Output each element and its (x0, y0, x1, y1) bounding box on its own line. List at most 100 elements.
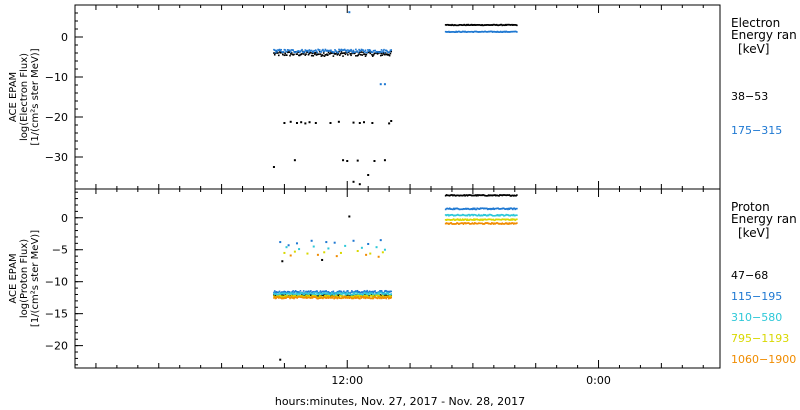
y-tick-label: −10 (45, 276, 68, 289)
data-point (448, 24, 451, 26)
data-point (361, 294, 364, 296)
data-point (389, 290, 392, 293)
data-point (359, 294, 362, 297)
data-point (354, 51, 356, 53)
data-point (376, 50, 379, 53)
data-point (460, 219, 462, 222)
y-axis-title-line: log(Electron Flux) (19, 53, 30, 141)
data-point (479, 31, 482, 33)
data-point (326, 291, 328, 293)
data-point (484, 218, 487, 221)
data-point (314, 294, 316, 297)
data-point (464, 208, 466, 210)
data-point (388, 296, 391, 299)
data-point (481, 30, 483, 33)
data-point (502, 30, 504, 33)
data-point (388, 53, 390, 56)
data-point (478, 222, 480, 224)
data-point (287, 244, 290, 247)
data-point (383, 294, 386, 297)
data-point (488, 208, 491, 210)
data-point (281, 297, 284, 299)
data-point (381, 291, 384, 294)
data-point (496, 24, 499, 26)
data-point (369, 297, 372, 300)
data-point (483, 218, 486, 221)
data-point (508, 222, 511, 224)
data-point (504, 23, 507, 26)
data-point (449, 31, 452, 33)
data-point (492, 218, 495, 221)
data-point (382, 50, 384, 52)
data-point (320, 291, 323, 294)
data-point (309, 292, 311, 294)
data-point (334, 292, 337, 294)
data-point (499, 223, 502, 225)
data-point (301, 294, 303, 296)
data-point (473, 208, 475, 210)
data-point (330, 294, 333, 296)
data-point (491, 218, 494, 221)
data-point (453, 214, 456, 217)
data-point (496, 194, 499, 197)
data-point (365, 294, 368, 297)
data-point (351, 293, 354, 296)
data-point (505, 208, 508, 210)
data-point (473, 24, 475, 26)
data-point (310, 292, 312, 295)
data-point (506, 194, 508, 196)
electron-y-axis-title: ACE EPAMlog(Electron Flux)[1/(cm²s ster … (8, 48, 41, 145)
data-point (288, 49, 291, 52)
data-point (319, 296, 322, 298)
data-point (508, 23, 511, 26)
data-point (286, 294, 289, 297)
data-point (321, 49, 323, 52)
data-point (349, 296, 352, 298)
data-point (514, 24, 517, 26)
data-point (301, 292, 303, 294)
data-point (315, 54, 318, 56)
data-point (318, 53, 320, 55)
data-point (390, 293, 393, 295)
data-point (452, 223, 455, 225)
data-point (314, 293, 316, 296)
data-point (463, 23, 466, 26)
data-point (326, 297, 328, 299)
data-point (289, 291, 291, 294)
data-point (448, 219, 451, 221)
data-point (343, 48, 346, 51)
data-point (460, 208, 462, 211)
data-point (478, 30, 481, 33)
data-point (362, 293, 364, 296)
data-point (485, 214, 487, 217)
data-point (449, 222, 452, 224)
data-point (486, 214, 489, 216)
legend-item-310-580: 310−580 (731, 311, 782, 324)
data-point (468, 219, 470, 221)
data-point (334, 294, 337, 297)
data-point (450, 194, 453, 196)
data-point (351, 291, 354, 293)
data-point (353, 291, 356, 293)
data-point (466, 24, 469, 26)
data-point (493, 23, 496, 26)
data-point (373, 293, 376, 296)
data-point (464, 24, 466, 26)
data-point (367, 242, 370, 245)
data-point (499, 30, 502, 33)
data-point (459, 31, 462, 33)
data-point (503, 24, 506, 27)
data-point (363, 291, 366, 294)
data-point (472, 222, 474, 225)
data-point (332, 293, 335, 296)
data-point (375, 297, 377, 299)
data-point (505, 24, 508, 26)
data-point (293, 250, 296, 253)
data-point (325, 54, 327, 56)
data-point (513, 30, 516, 33)
data-point (497, 214, 500, 217)
data-point (453, 24, 456, 26)
data-point (328, 50, 331, 52)
data-point (476, 222, 479, 225)
